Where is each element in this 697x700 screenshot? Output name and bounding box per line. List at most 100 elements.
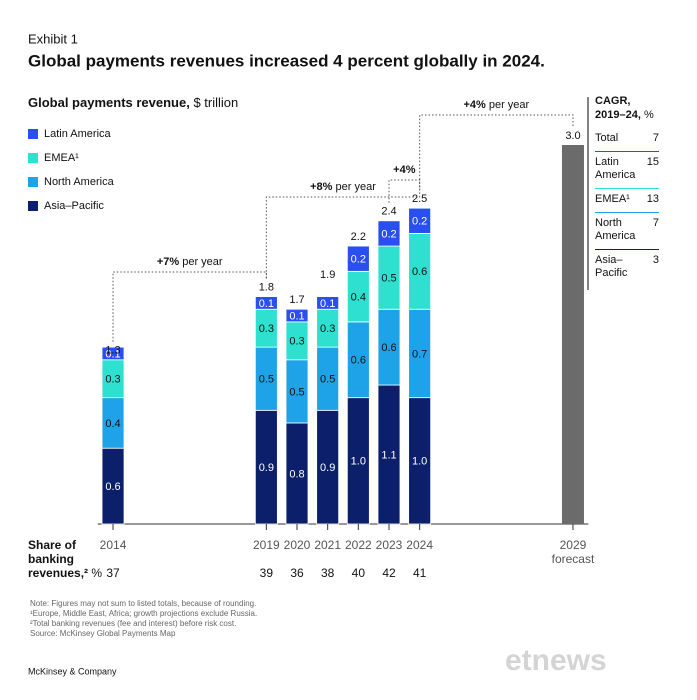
x-tick-label: 2029 — [560, 538, 587, 552]
bar-segment — [408, 207, 432, 234]
cagr-label: EMEA¹ — [595, 193, 630, 205]
growth-rate: +4% — [463, 99, 486, 111]
share-value: 37 — [106, 566, 120, 580]
bar-segment — [346, 245, 370, 272]
value-label: 0.9 — [320, 462, 335, 474]
legend-label: EMEA¹ — [44, 152, 79, 164]
value-label: 0.4 — [351, 292, 366, 304]
value-label: 1.0 — [412, 456, 427, 468]
value-label: 0.2 — [412, 216, 427, 228]
x-tick-label: 2019 — [253, 538, 280, 552]
share-label-line: revenues,² — [28, 566, 88, 580]
cagr-title-text: CAGR, — [595, 95, 631, 107]
bar-segment — [377, 220, 401, 247]
growth-period: per year — [489, 99, 530, 111]
value-label: 0.6 — [351, 355, 366, 367]
x-tick-label: 2023 — [376, 538, 403, 552]
note: ²Total banking revenues (fee and interes… — [30, 619, 236, 628]
footer: McKinsey & Company — [28, 666, 117, 676]
legend-swatch — [28, 177, 38, 187]
note: ¹Europe, Middle East, Africa; growth pro… — [30, 609, 257, 618]
value-label: 0.5 — [320, 374, 335, 386]
value-label: 0.1 — [289, 310, 304, 322]
growth-period: per year — [182, 256, 223, 268]
legend-swatch — [28, 153, 38, 163]
value-label: 0.4 — [105, 418, 120, 430]
share-label-line: Share of — [28, 538, 77, 552]
cagr-value: 7 — [652, 217, 659, 229]
share-label: Share of — [28, 538, 77, 552]
total-label: 2.5 — [412, 193, 427, 205]
bar-segment — [101, 346, 125, 361]
value-label: 1.0 — [351, 456, 366, 468]
growth-rate: +4% — [393, 164, 416, 176]
total-label: 1.8 — [259, 282, 274, 294]
growth-bracket — [388, 179, 421, 203]
x-tick-label: 2024 — [406, 538, 433, 552]
cagr-title-line: 2019–24, % — [595, 108, 659, 122]
cagr-row: Total 7 — [595, 128, 659, 151]
growth-rate: +8% — [310, 181, 333, 193]
value-label: 0.2 — [381, 228, 396, 240]
bar-segment — [285, 308, 309, 323]
total-label: 2.4 — [381, 206, 396, 218]
share-label: revenues,² % — [28, 566, 102, 580]
bar-segment — [254, 296, 278, 310]
y-label: Global payments revenue, — [28, 95, 190, 110]
value-label: 0.8 — [289, 468, 304, 480]
value-label: 0.2 — [351, 254, 366, 266]
value-label: 0.3 — [320, 323, 335, 335]
growth-period: per year — [336, 181, 377, 193]
growth-bracket — [265, 190, 421, 279]
cagr-title-line: CAGR, — [595, 94, 659, 108]
share-value: 41 — [413, 566, 427, 580]
cagr-title-text: 2019–24, — [595, 109, 641, 121]
value-label: 0.7 — [412, 348, 427, 360]
share-value: 38 — [321, 566, 335, 580]
cagr-value: 7 — [652, 132, 659, 144]
growth-bracket — [112, 271, 267, 342]
x-tick-label: 2021 — [314, 538, 341, 552]
total-label: 2.2 — [351, 231, 366, 243]
total-label: 1.3 — [105, 345, 120, 357]
x-tick-label: 2022 — [345, 538, 372, 552]
cagr-unit: % — [643, 109, 654, 121]
exhibit-label: Exhibit 1 — [28, 31, 78, 46]
share-value: 40 — [352, 566, 366, 580]
share-value: 42 — [382, 566, 396, 580]
growth-annotation: +7% per year — [157, 256, 223, 268]
cagr-label: Latin America — [595, 156, 636, 181]
value-label: 0.9 — [259, 462, 274, 474]
value-label: 0.6 — [412, 266, 427, 278]
share-label-line: banking — [28, 552, 74, 566]
cagr-title: CAGR, 2019–24, % — [595, 94, 659, 122]
legend-label: North America — [44, 176, 115, 188]
cagr-row: North America 7 — [595, 212, 659, 249]
growth-annotation: +4% — [393, 164, 416, 176]
y-axis-label: Global payments revenue, $ trillion — [28, 95, 238, 110]
share-value: 39 — [260, 566, 274, 580]
note: Source: McKinsey Global Payments Map — [30, 629, 176, 638]
cagr-label: North America — [595, 217, 636, 242]
growth-annotation: +4% per year — [463, 99, 529, 111]
legend-label: Asia–Pacific — [44, 200, 104, 212]
value-label: 0.3 — [105, 374, 120, 386]
value-label: 0.6 — [105, 481, 120, 493]
value-label: 0.5 — [381, 273, 396, 285]
value-label: 0.3 — [289, 336, 304, 348]
growth-bracket — [419, 114, 574, 191]
value-label: 0.1 — [259, 298, 274, 310]
note: Note: Figures may not sum to listed tota… — [30, 599, 256, 608]
legend-swatch — [28, 201, 38, 211]
cagr-panel: CAGR, 2019–24, % Total 7 Latin America 15 EMEA… — [595, 94, 659, 286]
total-label: 1.7 — [289, 294, 304, 306]
value-label: 0.3 — [259, 323, 274, 335]
forecast-label: forecast — [552, 552, 595, 566]
share-label: banking — [28, 552, 74, 566]
value-label: 0.1 — [320, 298, 335, 310]
share-value: 36 — [290, 566, 304, 580]
cagr-value: 13 — [646, 193, 659, 205]
total-label: 1.9 — [320, 269, 335, 281]
chart-title: Global payments revenues increased 4 per… — [28, 51, 545, 70]
